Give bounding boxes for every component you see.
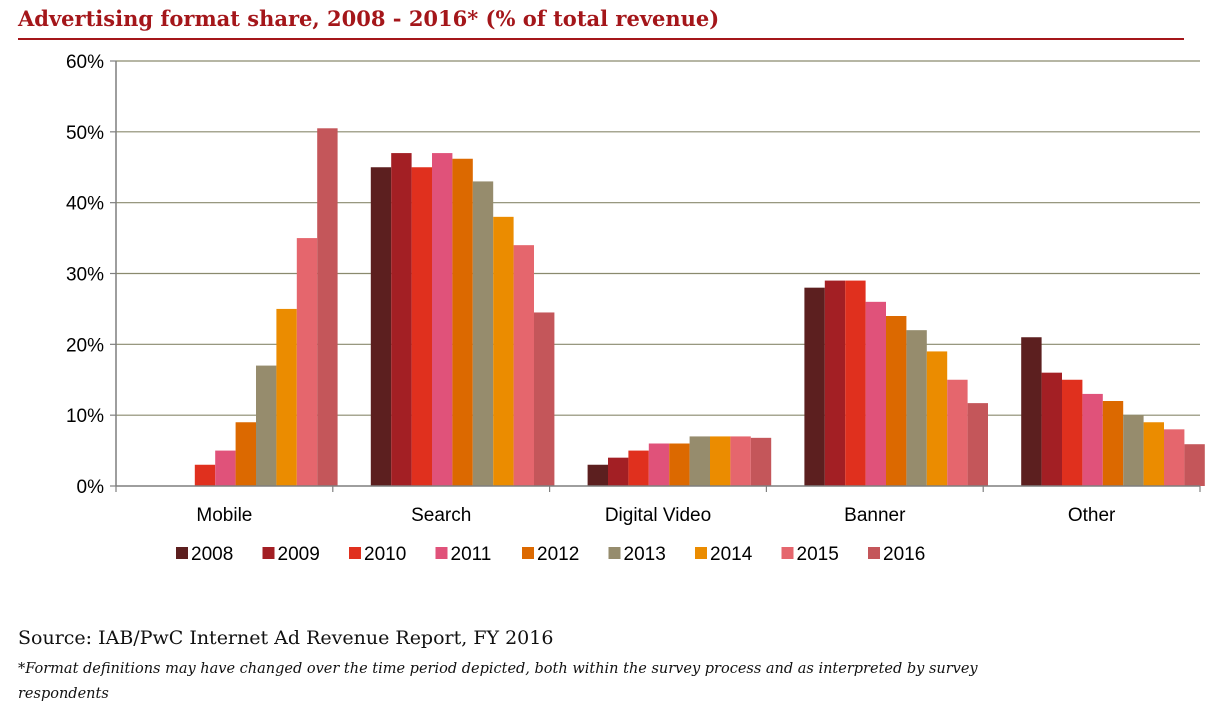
legend-label-2008: 2008 [191, 544, 233, 565]
bar-2012-digital-video [669, 443, 690, 486]
bar-2008-banner [804, 287, 825, 486]
bar-chart: 0% 10% 20% 30% 40% 50% 60% Mobile Search Digital … [66, 52, 1205, 565]
bar-2011-search [432, 153, 453, 487]
bar-2011-other [1082, 393, 1103, 486]
bar-2009-banner [824, 280, 846, 486]
bar-2012-mobile [235, 422, 256, 486]
bar-2013-mobile [256, 365, 277, 486]
legend-swatch-2010 [349, 547, 361, 559]
bar-2016-search [534, 312, 555, 486]
x-category-label: Banner [844, 505, 906, 526]
bar-2015-banner [947, 379, 968, 486]
legend-swatch-2014 [695, 547, 707, 559]
bar-2016-other [1184, 444, 1205, 486]
bar-2011-digital-video [648, 443, 670, 486]
bar-2011-banner [865, 301, 886, 486]
legend-label-2009: 2009 [278, 544, 320, 565]
bars [194, 128, 1205, 487]
bar-2015-mobile [296, 238, 318, 486]
y-tick-label: 40% [66, 194, 104, 215]
bar-2016-mobile [317, 128, 338, 486]
source-note: Source: IAB/PwC Internet Ad Revenue Repo… [18, 627, 554, 649]
bar-2014-mobile [276, 308, 297, 486]
bar-2016-digital-video [750, 437, 772, 486]
legend-swatch-2012 [522, 547, 534, 559]
legend: 2008 2009 2010 2011 2012 2013 2014 2015 2016 [176, 544, 925, 565]
bar-2012-other [1102, 401, 1124, 486]
legend-swatch-2011 [435, 547, 448, 559]
bar-2015-digital-video [730, 436, 751, 486]
legend-label-2015: 2015 [797, 544, 839, 565]
legend-label-2014: 2014 [710, 544, 753, 565]
bar-2014-digital-video [710, 436, 731, 486]
y-tick-label: 10% [66, 406, 104, 427]
y-tick-label: 60% [66, 52, 104, 73]
bar-2011-mobile [215, 450, 236, 486]
legend-label-2016: 2016 [883, 544, 925, 565]
bar-2009-search [391, 153, 412, 487]
y-tick-label: 0% [77, 477, 105, 498]
bar-2009-digital-video [608, 457, 629, 486]
bar-2014-banner [926, 351, 948, 486]
bar-2012-search [452, 158, 473, 486]
title-divider [18, 38, 1184, 40]
bar-2010-banner [845, 280, 866, 486]
bar-2008-search [370, 167, 392, 486]
legend-swatch-2016 [868, 547, 880, 559]
bar-2013-banner [906, 330, 927, 486]
bar-2010-mobile [194, 464, 216, 486]
legend-label-2011: 2011 [451, 544, 492, 565]
y-tick-label: 50% [66, 123, 104, 144]
bar-2014-search [493, 216, 514, 487]
bar-2010-search [411, 167, 432, 486]
y-tick-label: 30% [66, 265, 104, 286]
bar-2010-other [1062, 379, 1083, 486]
bar-2010-digital-video [628, 450, 649, 486]
axes: 0% 10% 20% 30% 40% 50% 60% Mobile Search Digital … [66, 52, 1201, 526]
bar-2013-search [472, 181, 494, 486]
bar-2008-other [1021, 337, 1042, 486]
legend-swatch-2009 [262, 547, 275, 559]
y-tick-label: 20% [66, 335, 104, 356]
legend-label-2012: 2012 [537, 544, 579, 565]
bar-2016-banner [967, 403, 988, 486]
legend-label-2010: 2010 [364, 544, 406, 565]
legend-swatch-2013 [608, 547, 621, 559]
bar-2014-other [1143, 422, 1164, 486]
bar-2012-banner [886, 316, 907, 486]
bar-2015-search [513, 245, 534, 486]
legend-swatch-2008 [176, 547, 188, 559]
x-category-label: Other [1068, 505, 1116, 526]
legend-label-2013: 2013 [624, 544, 666, 565]
bar-2009-other [1041, 372, 1062, 486]
x-category-label: Mobile [196, 505, 252, 526]
x-category-label: Search [411, 505, 471, 526]
legend-swatch-2015 [781, 547, 794, 559]
footnote: *Format definitions may have changed ove… [18, 661, 978, 702]
bar-2013-other [1123, 415, 1144, 486]
bar-2013-digital-video [689, 436, 710, 486]
bar-2015-other [1164, 429, 1185, 486]
chart-title: Advertising format share, 2008 - 2016* (… [18, 6, 720, 31]
bar-2008-digital-video [587, 464, 608, 486]
x-category-label: Digital Video [605, 505, 711, 526]
